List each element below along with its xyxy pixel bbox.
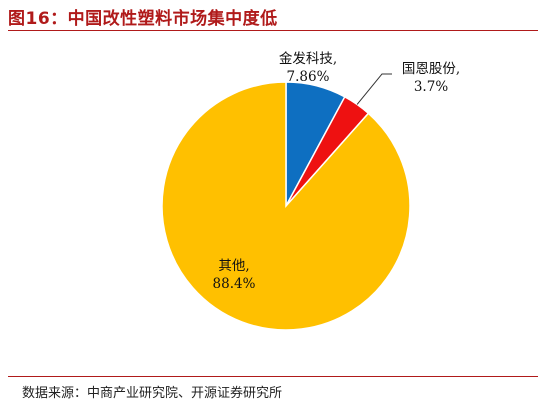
slice-name-label-guoen: 国恩股份,	[402, 61, 460, 77]
pie-slice-other	[161, 81, 411, 331]
figure-title: 图16：中国改性塑料市场集中度低	[8, 9, 278, 29]
source-rule	[8, 376, 538, 377]
pie-slices	[161, 81, 411, 331]
leader-line-guoen	[356, 73, 392, 105]
leader-lines	[356, 73, 392, 105]
slice-value-label-other: 88.4%	[213, 276, 256, 292]
slice-name-label-jinfa: 金发科技,	[279, 51, 337, 67]
source-note: 数据来源：中商产业研究院、开源证券研究所	[22, 386, 283, 401]
title-rule	[8, 30, 538, 31]
slice-value-label-guoen: 3.7%	[414, 79, 448, 95]
slice-name-label-other: 其他,	[218, 258, 249, 274]
slice-value-label-jinfa: 7.86%	[287, 69, 330, 85]
slice-labels: 金发科技, 7.86% 国恩股份, 3.7% 其他, 88.4%	[213, 51, 461, 292]
